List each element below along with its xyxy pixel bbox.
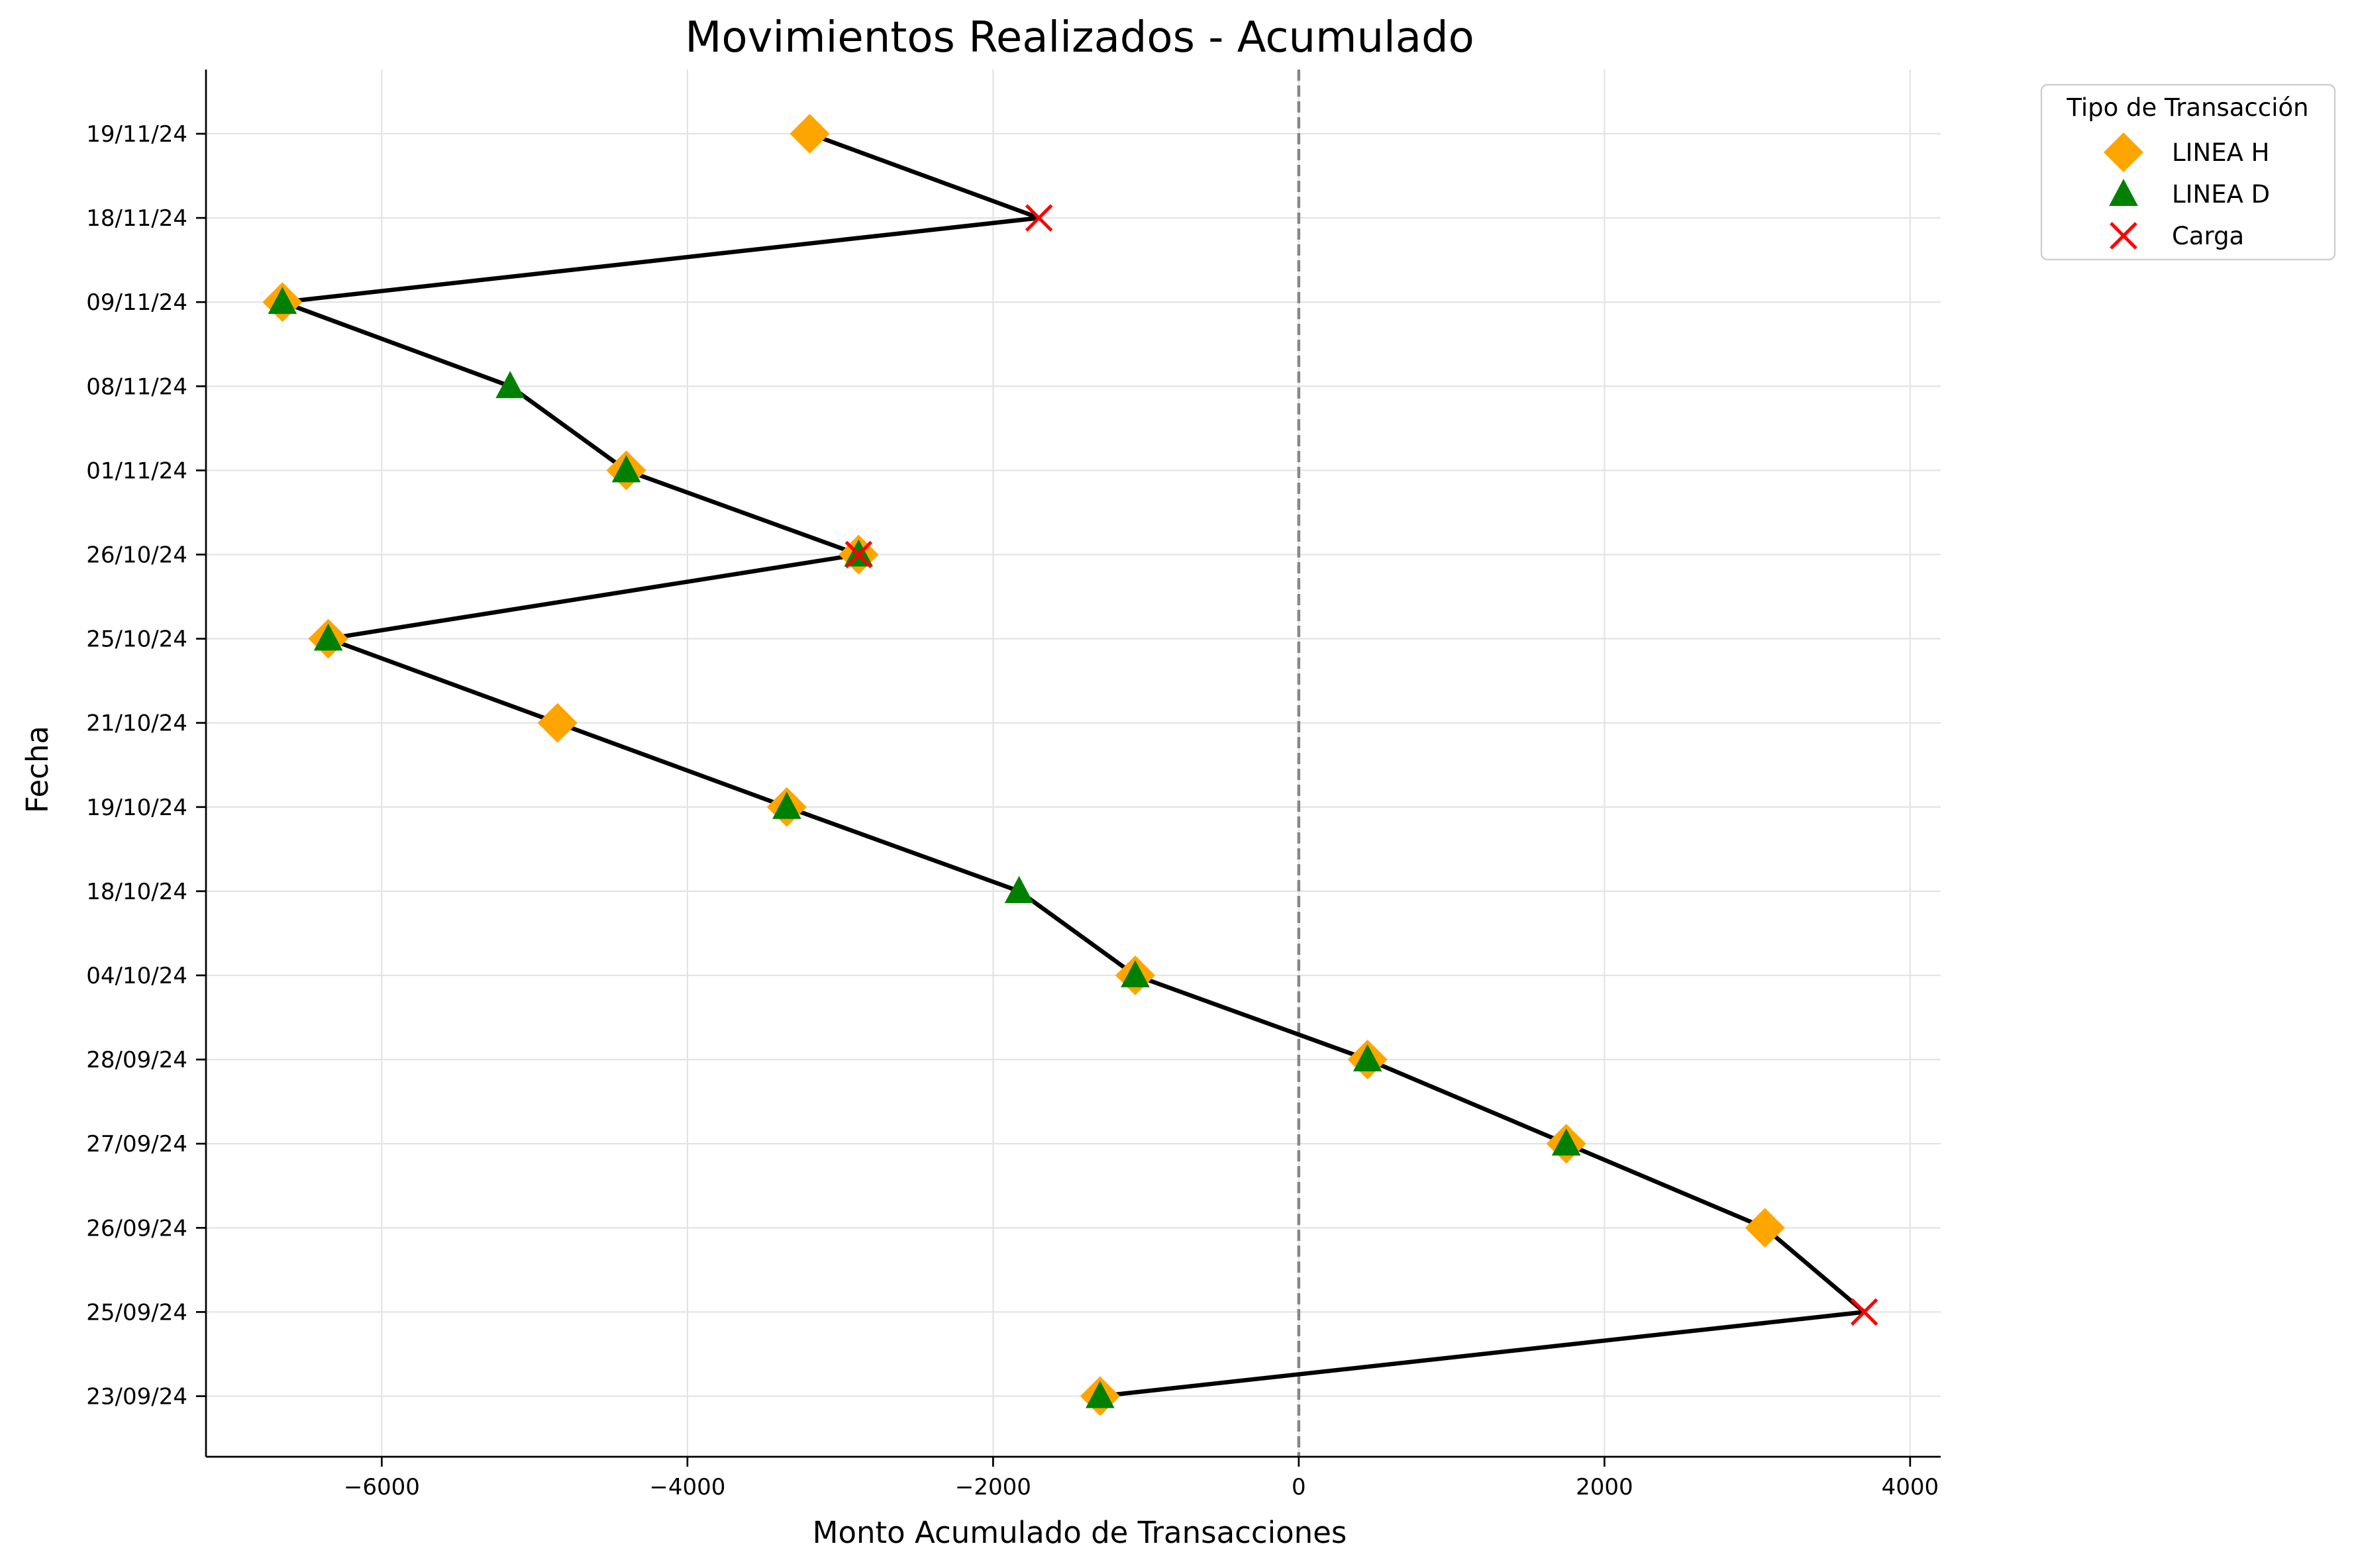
y-tick-label: 04/10/24	[86, 963, 187, 989]
legend-marker-x-stroke	[2110, 222, 2137, 250]
y-tick-label: 27/09/24	[86, 1131, 187, 1157]
point-triangle	[1004, 875, 1034, 903]
point-triangle	[495, 371, 525, 399]
point-x	[1025, 204, 1053, 232]
y-tick-label: 19/10/24	[86, 795, 187, 821]
y-tick-label: 28/09/24	[86, 1047, 187, 1073]
legend-marker-diamond	[2104, 132, 2143, 172]
legend-entry: LINEA H	[2104, 132, 2269, 172]
legend-entry: Carga	[2110, 222, 2244, 250]
y-tick-label: 21/10/24	[86, 710, 187, 737]
x-tick-label: −4000	[649, 1474, 725, 1500]
legend-marker-x	[2110, 222, 2137, 250]
point-triangle	[772, 791, 801, 819]
point-diamond	[537, 703, 578, 743]
legend-title: Tipo de Transacción	[2066, 93, 2308, 122]
legend-label: Carga	[2172, 222, 2244, 250]
legend-frame	[2040, 83, 2336, 261]
y-tick-label: 25/10/24	[86, 626, 187, 653]
y-tick-label: 26/09/24	[86, 1215, 187, 1242]
y-tick-label: 26/10/24	[86, 542, 187, 569]
grid	[206, 70, 1941, 1457]
point-x	[844, 540, 873, 569]
series-carga	[844, 204, 1878, 1326]
point-triangle	[1086, 1381, 1115, 1408]
y-axis-label: Fecha	[20, 726, 55, 813]
point-x-stroke	[1850, 1298, 1878, 1326]
x-axis-label: Monto Acumulado de Transacciones	[813, 1515, 1347, 1550]
x-tick-label: 0	[1292, 1474, 1306, 1500]
series-linea-d	[268, 287, 1581, 1408]
legend-entries: LINEA H LINEA D Carga	[2104, 132, 2270, 250]
y-tick-label: 08/11/24	[86, 373, 187, 400]
point-triangle	[268, 287, 297, 315]
y-tick-label: 19/11/24	[86, 121, 187, 148]
axes: −6000 −4000 −2000 0 2000 4000 23/09/24 25/09/24…	[86, 70, 1941, 1500]
markers-layer	[262, 114, 1878, 1416]
point-diamond	[1745, 1208, 1785, 1248]
y-tick-label: 23/09/24	[86, 1384, 187, 1410]
y-tick-label: 01/11/24	[86, 458, 187, 484]
point-triangle	[313, 623, 343, 651]
point-x	[1850, 1298, 1878, 1326]
point-triangle	[1551, 1128, 1581, 1156]
y-tick-label: 25/09/24	[86, 1299, 187, 1326]
point-triangle	[1121, 960, 1150, 987]
x-tick-label: −6000	[344, 1474, 420, 1500]
y-tick-label: 18/10/24	[86, 879, 187, 905]
y-tick-label: 09/11/24	[86, 289, 187, 316]
legend-entry: LINEA D	[2109, 179, 2270, 209]
point-diamond	[790, 114, 830, 154]
point-x-stroke	[844, 540, 873, 569]
legend: Tipo de Transacción LINEA H LINEA D Carga	[2040, 83, 2336, 261]
legend-label: LINEA D	[2172, 180, 2270, 209]
point-triangle	[1353, 1044, 1382, 1072]
x-tick-label: 2000	[1576, 1474, 1633, 1500]
legend-marker-triangle	[2109, 179, 2138, 206]
legend-label: LINEA H	[2172, 138, 2269, 167]
point-triangle	[611, 455, 641, 483]
cumulative-line	[280, 131, 1867, 1398]
point-x-stroke	[1025, 204, 1053, 232]
x-tick-label: −2000	[955, 1474, 1031, 1500]
cumulative-line-layer	[280, 131, 1867, 1398]
y-tick-label: 18/11/24	[86, 205, 187, 232]
chart-title: Movimientos Realizados - Acumulado	[685, 13, 1474, 62]
x-tick-label: 4000	[1882, 1474, 1939, 1500]
